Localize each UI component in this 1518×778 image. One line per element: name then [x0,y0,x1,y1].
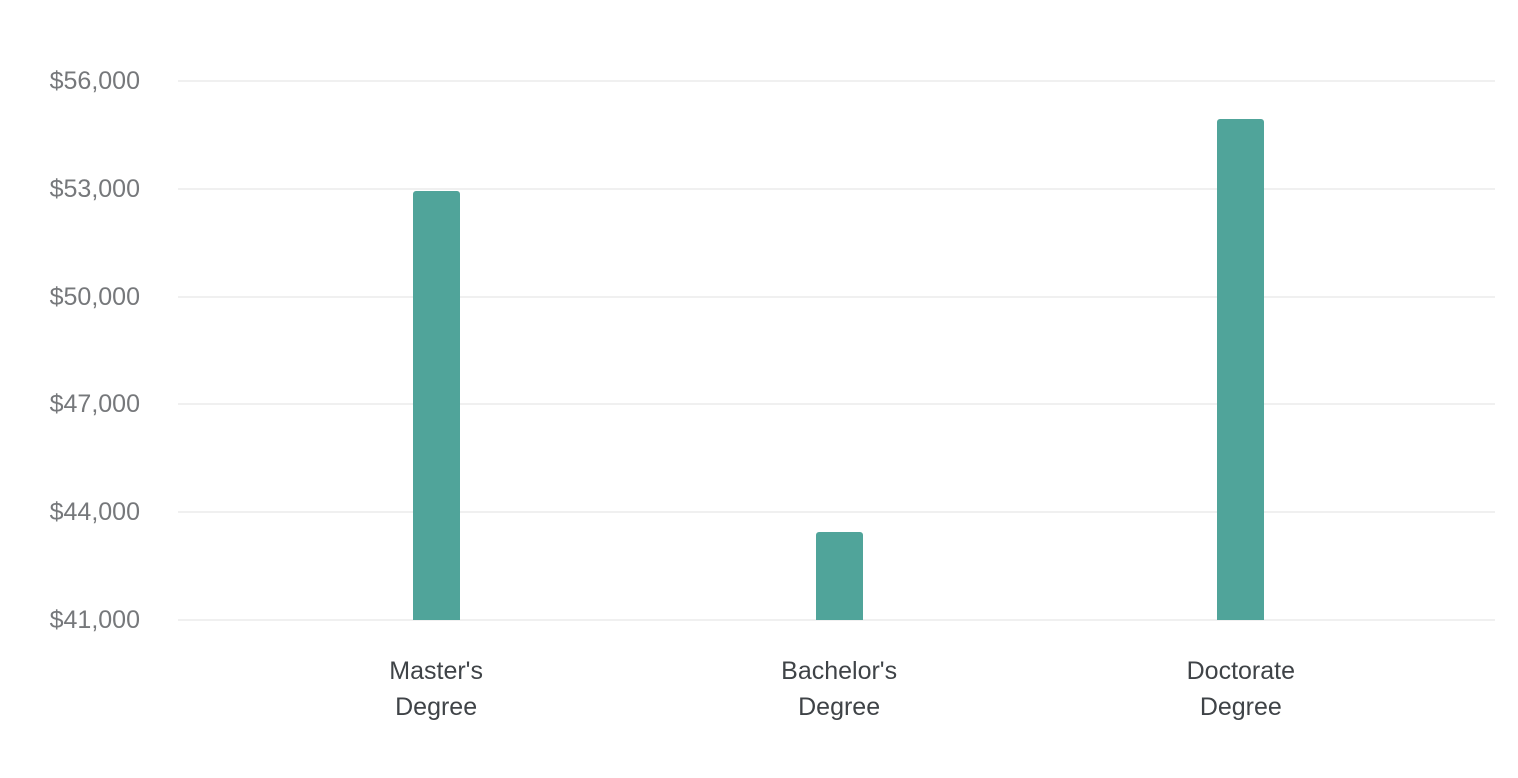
gridline [178,511,1495,514]
gridline [178,187,1495,190]
gridline [178,619,1495,621]
y-tick-label: $50,000 [49,282,140,311]
y-tick-label: $47,000 [49,390,140,419]
plot-area [178,80,1495,621]
x-tick-label: Doctorate Degree [1186,657,1295,721]
bar-doctorate-degree [1217,118,1265,620]
bar-bachelor-s-degree [815,531,863,620]
gridline [178,295,1495,298]
gridline [178,80,1495,82]
gridline [178,403,1495,406]
y-tick-label: $44,000 [49,498,140,527]
bar-master-s-degree [412,190,460,620]
y-tick-label: $53,000 [49,174,140,203]
x-tick-label: Master's Degree [389,657,483,721]
y-tick-label: $56,000 [49,67,140,95]
x-tick-label: Bachelor's Degree [781,657,898,721]
y-tick-label: $41,000 [49,606,140,634]
